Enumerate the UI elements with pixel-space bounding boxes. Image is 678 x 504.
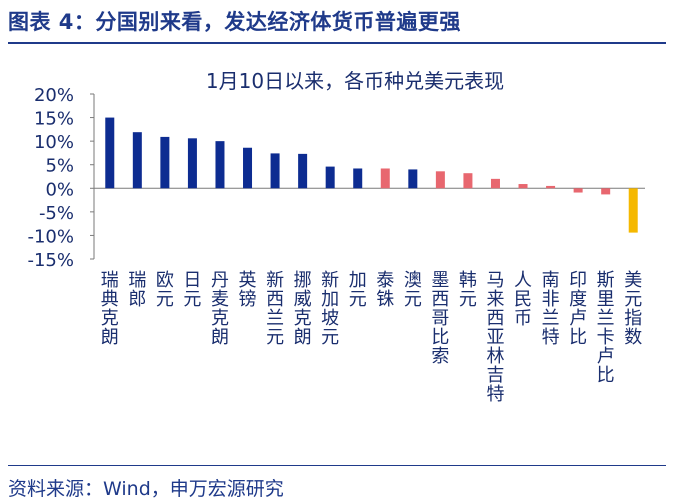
y-tick-label: 10% bbox=[34, 132, 74, 153]
x-tick-label: 加元 bbox=[349, 270, 367, 310]
x-tick-label: 美元指数 bbox=[624, 270, 642, 348]
x-tick-label: 欧元 bbox=[156, 270, 174, 310]
y-tick-label: 5% bbox=[45, 156, 74, 177]
figure-title: 图表 4：分国别来看，发达经济体货币普遍更强 bbox=[8, 10, 461, 34]
y-tick-label: -15% bbox=[27, 250, 74, 271]
x-tick-label: 丹麦克朗 bbox=[211, 270, 229, 348]
y-axis: 20% 15%10% 5%0% -5%-10% -15% bbox=[27, 85, 95, 271]
x-tick-label: 人民币 bbox=[514, 270, 532, 329]
bar bbox=[105, 117, 115, 189]
x-tick-label: 韩元 bbox=[459, 270, 477, 310]
bar bbox=[160, 136, 170, 189]
bar bbox=[380, 168, 390, 189]
bar bbox=[270, 153, 280, 189]
bar bbox=[215, 141, 225, 189]
x-tick-label: 挪威克朗 bbox=[294, 270, 312, 348]
bar bbox=[628, 188, 638, 233]
bar bbox=[298, 153, 308, 189]
bar bbox=[518, 184, 528, 189]
source-note: 资料来源：Wind，申万宏源研究 bbox=[8, 478, 284, 500]
y-tick-label: 0% bbox=[45, 179, 74, 200]
x-tick-label: 泰铢 bbox=[376, 270, 394, 310]
bar bbox=[601, 188, 611, 195]
x-tick-label: 南非兰特 bbox=[542, 270, 560, 348]
chart-title: 1月10日以来，各币种兑美元表现 bbox=[206, 69, 504, 93]
bar bbox=[132, 132, 142, 189]
x-tick-label: 新西兰元 bbox=[266, 270, 284, 348]
bars bbox=[105, 117, 638, 233]
y-tick-label: 15% bbox=[34, 109, 74, 130]
footer-divider bbox=[8, 465, 666, 466]
x-tick-label: 马来西亚林吉特 bbox=[486, 270, 504, 405]
bar bbox=[573, 188, 583, 193]
y-tick-label: -10% bbox=[27, 226, 74, 247]
bar bbox=[325, 166, 335, 189]
x-tick-label: 澳元 bbox=[404, 270, 422, 310]
bar bbox=[463, 173, 473, 189]
bar bbox=[353, 168, 363, 189]
bar bbox=[490, 178, 500, 189]
bar bbox=[243, 147, 253, 189]
x-tick-label: 英镑 bbox=[239, 270, 257, 310]
bar bbox=[408, 169, 418, 189]
bar bbox=[187, 138, 197, 189]
x-tick-label: 新加坡元 bbox=[321, 270, 339, 348]
x-tick-label: 瑞郎 bbox=[128, 270, 146, 310]
x-tick-label: 瑞典克朗 bbox=[101, 270, 119, 348]
x-tick-label: 日元 bbox=[183, 270, 201, 310]
x-tick-labels: 瑞典克朗瑞郎欧元日元丹麦克朗英镑新西兰元挪威克朗新加坡元加元泰铢澳元墨西哥比索韩… bbox=[101, 270, 642, 405]
y-tick-label: 20% bbox=[34, 85, 74, 106]
x-tick-label: 墨西哥比索 bbox=[431, 270, 449, 367]
x-tick-label: 斯里兰卡卢比 bbox=[597, 270, 615, 386]
x-tick-label: 印度卢比 bbox=[569, 270, 587, 348]
header-divider bbox=[8, 42, 666, 44]
y-tick-label: -5% bbox=[39, 203, 74, 224]
bar bbox=[546, 185, 556, 189]
bar bbox=[435, 171, 445, 189]
